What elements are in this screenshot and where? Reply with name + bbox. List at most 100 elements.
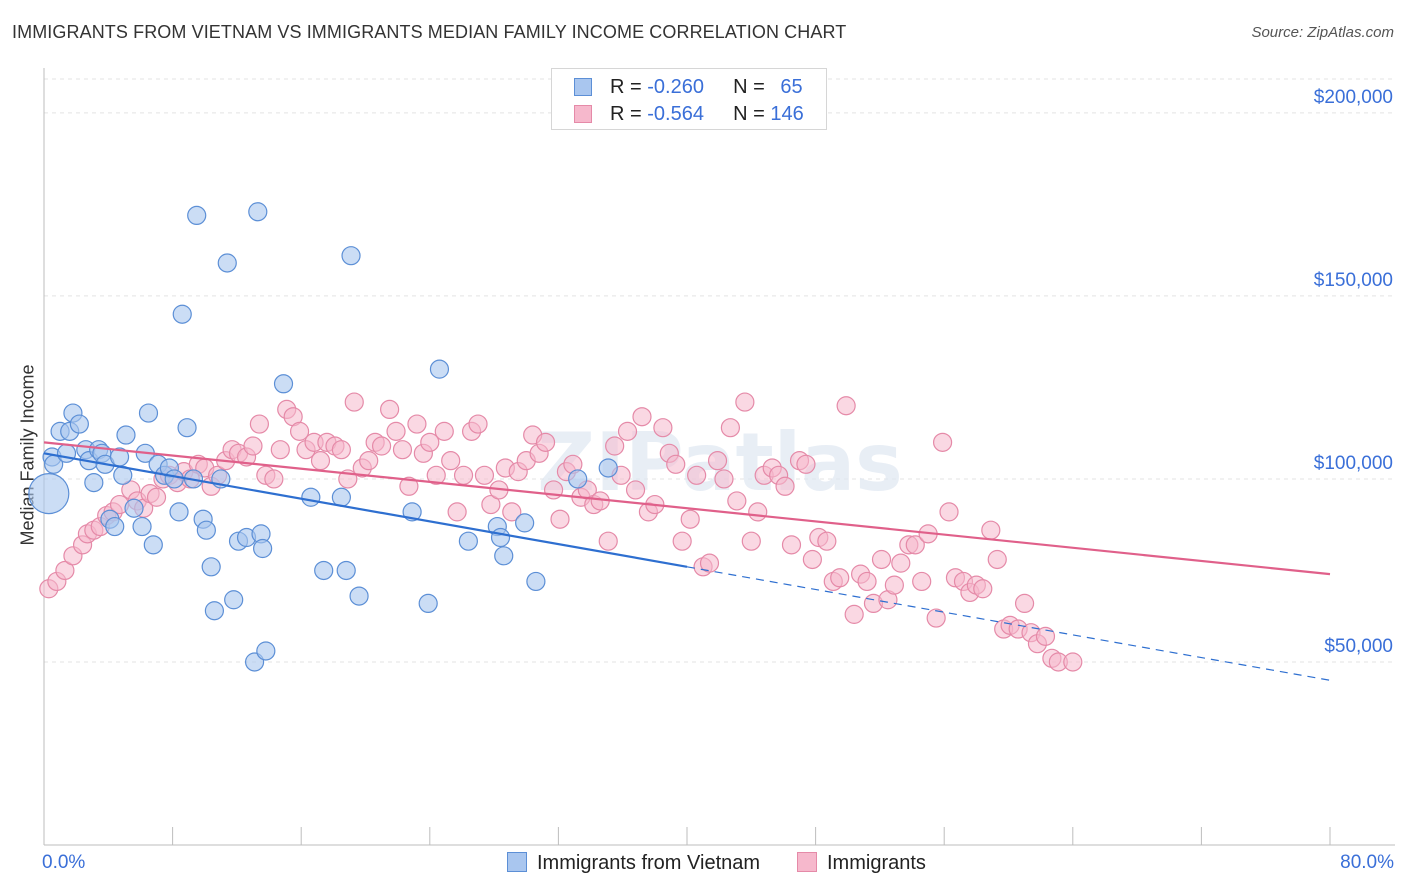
point-immigrants <box>781 535 802 555</box>
point-immigrants <box>617 421 638 441</box>
point-vietnam <box>56 443 77 463</box>
point-immigrants <box>371 436 392 456</box>
point-immigrants <box>1035 626 1056 646</box>
point-vietnam <box>341 246 361 266</box>
point-vietnam <box>429 359 450 379</box>
point-immigrants <box>891 553 911 573</box>
legend-swatch-immigrants <box>574 105 592 123</box>
y-tick-label: $150,000 <box>1314 270 1393 291</box>
point-immigrants <box>289 421 310 441</box>
point-immigrants <box>1063 652 1083 672</box>
point-immigrants <box>727 491 747 511</box>
point-immigrants <box>344 392 364 412</box>
y-tick-label: $50,000 <box>1324 636 1393 657</box>
point-immigrants <box>146 487 167 507</box>
point-vietnam <box>598 458 618 478</box>
legend-r-label: R = <box>610 103 648 125</box>
point-immigrants <box>973 579 993 599</box>
source-label: Source: ZipAtlas.com <box>1251 24 1394 41</box>
point-vietnam <box>28 472 70 515</box>
point-immigrants <box>249 414 270 434</box>
point-vietnam <box>196 520 216 540</box>
point-vietnam <box>105 516 125 537</box>
point-immigrants <box>666 454 686 474</box>
point-vietnam <box>116 425 136 445</box>
point-immigrants <box>468 414 488 434</box>
bottom-legend-swatch-vietnam <box>507 852 527 872</box>
y-tick-label: $100,000 <box>1314 453 1393 474</box>
point-vietnam <box>314 560 334 581</box>
point-immigrants <box>680 509 700 529</box>
point-immigrants <box>830 568 850 588</box>
point-vietnam <box>143 535 163 555</box>
point-vietnam <box>164 469 184 489</box>
point-immigrants <box>714 469 734 489</box>
point-immigrants <box>331 440 351 460</box>
point-immigrants <box>441 451 461 471</box>
point-vietnam <box>526 571 546 592</box>
point-immigrants <box>672 531 692 551</box>
bottom-legend-label-immigrants: Immigrants <box>827 852 926 874</box>
point-immigrants <box>399 476 419 496</box>
point-immigrants <box>359 451 379 471</box>
point-immigrants <box>310 451 331 471</box>
point-immigrants <box>981 520 1001 540</box>
point-vietnam <box>217 253 237 273</box>
y-tick-label: $200,000 <box>1314 87 1393 108</box>
point-vietnam <box>515 513 535 533</box>
point-vietnam <box>256 641 276 661</box>
correlation-legend: R = -0.260 N = 65 R = -0.564 N = 146 <box>551 68 827 130</box>
legend-n-label: N = <box>733 76 771 98</box>
point-immigrants <box>802 549 822 570</box>
point-immigrants <box>857 571 877 592</box>
trendline-vietnam-extension <box>686 566 1331 681</box>
point-immigrants <box>905 535 925 555</box>
point-vietnam <box>301 487 321 507</box>
point-immigrants <box>434 421 454 441</box>
point-immigrants <box>796 454 816 474</box>
point-immigrants <box>605 436 625 456</box>
point-immigrants <box>926 608 946 628</box>
point-vietnam <box>349 586 369 606</box>
point-immigrants <box>699 553 720 573</box>
point-immigrants <box>407 414 427 434</box>
point-immigrants <box>420 432 440 452</box>
x-tick-max: 80.0% <box>1340 852 1394 873</box>
point-vietnam <box>490 527 511 548</box>
point-immigrants <box>481 494 501 515</box>
point-vietnam <box>69 414 89 434</box>
point-immigrants <box>836 396 856 416</box>
point-vietnam <box>187 205 207 225</box>
point-immigrants <box>270 440 290 460</box>
point-vietnam <box>458 531 478 551</box>
point-immigrants <box>453 465 474 485</box>
point-vietnam <box>132 516 152 537</box>
point-immigrants <box>55 560 75 581</box>
point-immigrants <box>912 571 932 592</box>
point-immigrants <box>380 399 400 420</box>
point-immigrants <box>447 502 467 522</box>
trendline-immigrants <box>43 441 1331 576</box>
point-immigrants <box>598 531 618 551</box>
point-immigrants <box>720 418 741 438</box>
point-vietnam <box>494 546 514 566</box>
bottom-legend-vietnam: Immigrants from Vietnam <box>507 852 760 875</box>
point-immigrants <box>653 418 673 438</box>
point-vietnam <box>201 557 221 577</box>
legend-n-value-vietnam: 65 <box>780 76 803 98</box>
trendline-vietnam <box>43 452 688 568</box>
point-immigrants <box>1014 593 1035 614</box>
point-vietnam <box>124 498 144 518</box>
legend-n-label: N = <box>733 103 771 125</box>
point-vietnam <box>204 601 224 621</box>
point-immigrants <box>625 480 646 500</box>
point-immigrants <box>871 549 892 570</box>
bottom-legend-immigrants: Immigrants <box>797 852 926 875</box>
point-vietnam <box>273 374 294 394</box>
point-vietnam <box>169 502 189 522</box>
point-immigrants <box>741 531 761 551</box>
chart-title: IMMIGRANTS FROM VIETNAM VS IMMIGRANTS ME… <box>12 22 847 42</box>
legend-swatch-vietnam <box>574 78 592 96</box>
point-vietnam <box>138 403 159 423</box>
